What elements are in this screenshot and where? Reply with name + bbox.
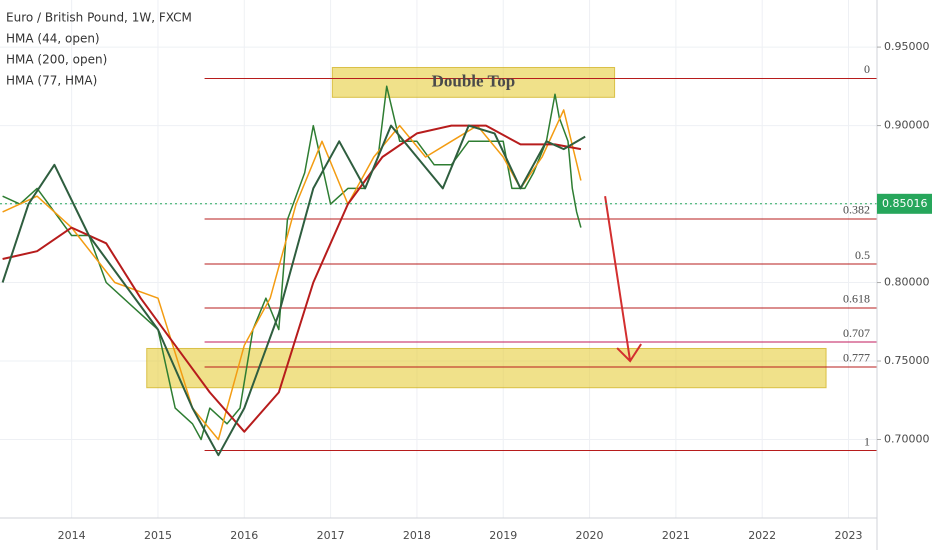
y-tick-label: 0.80000: [884, 276, 930, 289]
last-price-label: 0.85016: [882, 197, 928, 210]
series-line: [2, 85, 582, 441]
annotations: 0 0.382 0.5 0.618 0.707 0.777 1 Double Top: [146, 62, 877, 452]
y-tick-label: 0.70000: [884, 433, 930, 446]
x-tick-label: 2018: [403, 529, 431, 542]
fib-label: 0.777: [843, 351, 870, 365]
x-tick-label: 2021: [662, 529, 690, 542]
x-tick-label: 2020: [576, 529, 604, 542]
grid: [0, 0, 877, 518]
chart-title: Euro / British Pound, 1W, FXCM: [6, 11, 192, 25]
plot: [0, 85, 877, 457]
fib-label: 0.618: [843, 292, 870, 306]
fib-label: 1: [864, 434, 870, 448]
legend: Euro / British Pound, 1W, FXCM HMA (44, …: [6, 11, 192, 88]
x-tick-label: 2023: [835, 529, 863, 542]
fib-label: 0: [864, 62, 870, 76]
x-tick-label: 2019: [489, 529, 517, 542]
double-top-label: Double Top: [432, 71, 516, 90]
x-tick-label: 2017: [317, 529, 345, 542]
fib-label: 0.707: [843, 326, 870, 340]
legend-entry: HMA (200, open): [6, 53, 107, 67]
y-tick-label: 0.90000: [884, 119, 930, 132]
last-price-badge: [877, 193, 932, 214]
x-tick-label: 2015: [144, 529, 172, 542]
forecast-arrow: [604, 196, 642, 363]
series-line: [1, 124, 586, 457]
series-line: [2, 124, 582, 433]
legend-entry: HMA (77, HMA): [6, 74, 97, 88]
x-tick-label: 2014: [58, 529, 86, 542]
x-tick-label: 2022: [748, 529, 776, 542]
x-tick-label: 2016: [230, 529, 258, 542]
fib-label: 0.382: [843, 203, 870, 217]
legend-entry: HMA (44, open): [6, 32, 100, 46]
y-tick-label: 0.95000: [884, 40, 930, 53]
double-top-box: [331, 66, 616, 98]
fib-label: 0.5: [855, 248, 870, 262]
axes: 2014 2015 2016 2017 2018 2019 2020 2021 2022 2023…: [58, 40, 932, 542]
y-tick-label: 0.75000: [884, 354, 930, 367]
